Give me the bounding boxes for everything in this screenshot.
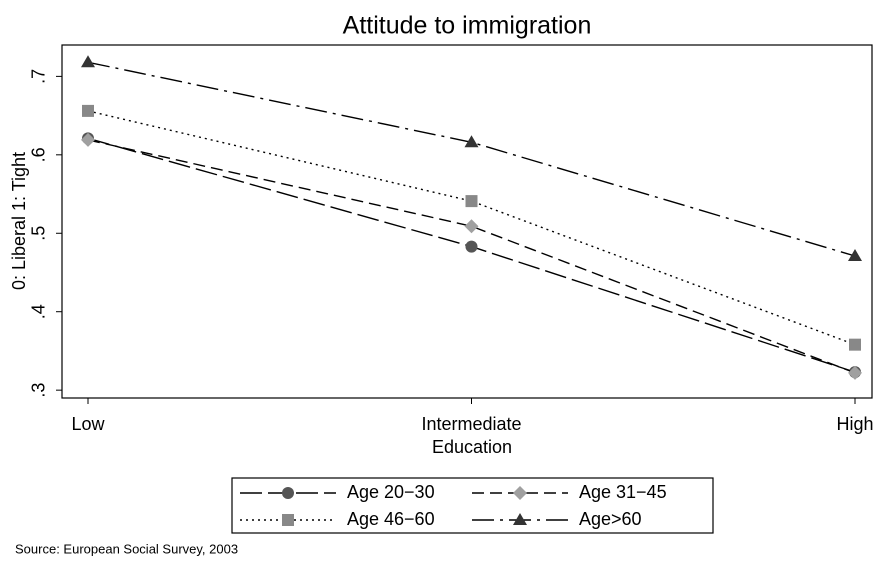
marker: [849, 338, 861, 351]
series-line: [87, 137, 856, 373]
marker: [464, 219, 479, 234]
marker: [848, 249, 862, 262]
marker: [465, 195, 478, 208]
y-axis-title: 0: Liberal 1: Tight: [9, 152, 29, 290]
source-note: Source: European Social Survey, 2003: [15, 541, 238, 556]
x-axis-title: Education: [432, 437, 512, 457]
y-tick-label: .7: [29, 69, 49, 84]
marker: [82, 104, 94, 117]
marker: [282, 487, 294, 499]
series-line: [87, 110, 856, 346]
legend-label: Age 46−60: [347, 509, 435, 529]
x-tick-label: Intermediate: [421, 414, 521, 434]
marker: [81, 55, 95, 68]
x-tick-label: Low: [71, 414, 105, 434]
y-tick-label: .3: [29, 383, 49, 398]
legend-label: Age>60: [579, 509, 642, 529]
y-tick-label: .6: [29, 147, 49, 162]
y-tick-label: .5: [29, 226, 49, 241]
marker: [464, 135, 479, 148]
chart-title: Attitude to immigration: [343, 12, 592, 40]
marker: [81, 132, 95, 147]
legend-label: Age 20−30: [347, 482, 435, 502]
series-line: [87, 139, 856, 374]
y-tick-label: .4: [29, 304, 49, 319]
legend-label: Age 31−45: [579, 482, 667, 502]
marker: [282, 514, 294, 526]
marker: [848, 365, 862, 380]
x-tick-label: High: [836, 414, 873, 434]
marker: [513, 486, 527, 500]
marker: [513, 513, 527, 525]
legend-box: [231, 477, 714, 534]
marker: [465, 240, 478, 253]
plot-frame: [61, 44, 873, 399]
